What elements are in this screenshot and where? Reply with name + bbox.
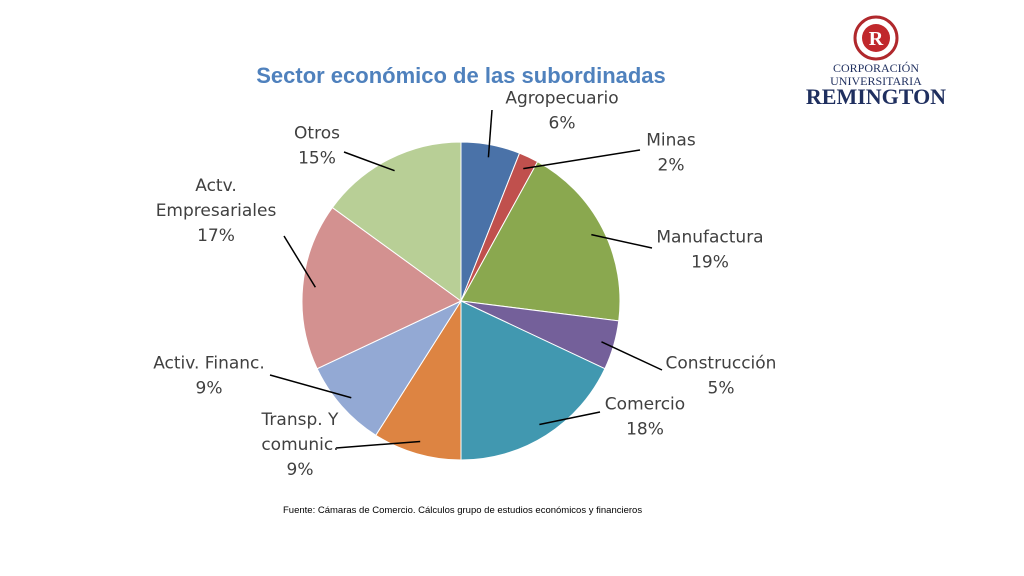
leader-line [269, 374, 352, 399]
slice-label: 15% [298, 149, 336, 169]
slice-label: Construcción [666, 354, 777, 374]
leader-line [523, 149, 641, 170]
leader-line [283, 235, 317, 288]
slice-label: Activ. Financ. [153, 354, 265, 374]
seal-letter: R [869, 28, 884, 50]
pie-slice-transp-y-comunic- [375, 299, 462, 461]
slice-label: 5% [708, 379, 735, 399]
slice-label: Manufactura [656, 228, 763, 248]
slice-label: Transp. Y [261, 410, 340, 430]
slice-label: 19% [691, 253, 729, 273]
slice-label: Agropecuario [505, 89, 618, 109]
slice-label: 9% [196, 379, 223, 399]
slice-label: Actv. [195, 176, 237, 196]
slice-label: 17% [197, 226, 235, 246]
logo-line-3: REMINGTON [806, 84, 946, 109]
slice-label: Empresariales [156, 201, 277, 221]
source-note: Fuente: Cámaras de Comercio. Cálculos gr… [283, 505, 642, 516]
slice-label: Otros [294, 124, 340, 144]
pie-slice-otros [331, 141, 462, 302]
seal-icon: R [853, 15, 899, 61]
pie-slice-comercio [460, 300, 606, 461]
university-logo: R CORPORACIÓN UNIVERSITARIA REMINGTON [806, 15, 946, 109]
chart-title: Sector económico de las subordinadas [256, 63, 666, 88]
leader-lines [269, 109, 663, 449]
leader-line [343, 151, 395, 172]
leader-line [601, 341, 663, 371]
pie-slice-manufactura [460, 160, 621, 322]
slice-labels: Agropecuario 6% Minas 2% Manufactura 19% Const… [153, 89, 776, 481]
pie-slice-actv-empresariales [301, 206, 462, 370]
pie-slices [301, 141, 621, 461]
leader-line [539, 411, 601, 426]
slice-label: Minas [646, 131, 696, 151]
slice-label: 18% [626, 420, 664, 440]
logo-line-1: CORPORACIÓN [833, 61, 919, 75]
slice-label: 2% [658, 156, 685, 176]
leader-line [591, 233, 653, 249]
slice-label: 9% [287, 460, 314, 480]
pie-slice-activ-financ- [316, 299, 463, 436]
slice-label: 6% [549, 114, 576, 134]
slice-label: comunic. [261, 435, 338, 455]
slice-label: Comercio [605, 395, 685, 415]
leader-line [335, 440, 421, 449]
leader-line [487, 109, 493, 158]
logo-line-2: UNIVERSITARIA [830, 74, 922, 88]
